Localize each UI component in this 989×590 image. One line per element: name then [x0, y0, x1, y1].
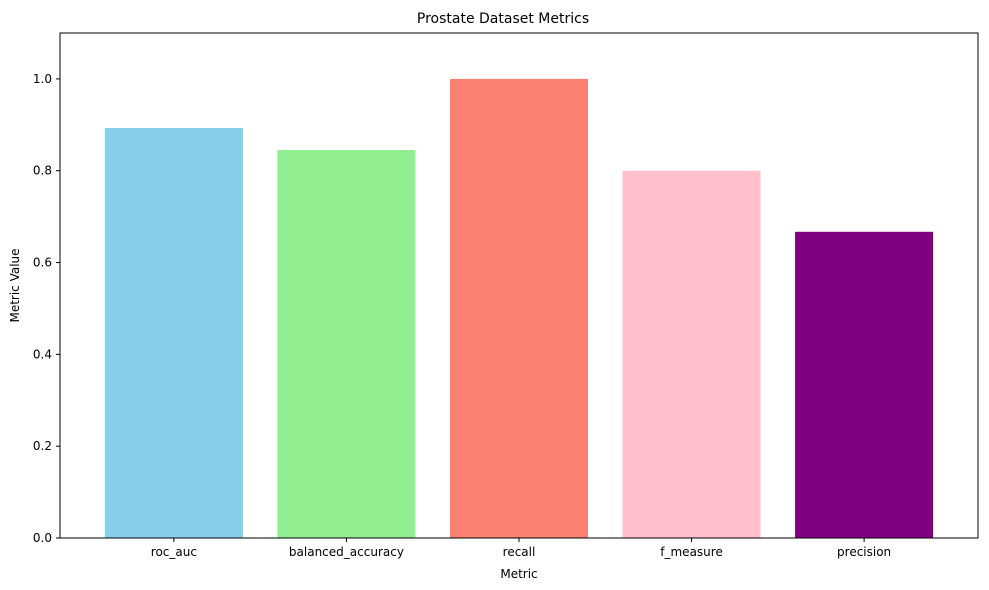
y-tick-label: 0.8 — [33, 164, 52, 178]
y-tick-label: 0.0 — [33, 531, 52, 545]
x-tick-label: recall — [503, 545, 536, 559]
x-tick-label: balanced_accuracy — [289, 545, 404, 559]
x-tick-label: precision — [837, 545, 891, 559]
bar-recall — [449, 78, 589, 538]
y-tick-label: 0.6 — [33, 256, 52, 270]
plot-frame — [59, 32, 979, 539]
bar-f-measure — [622, 170, 761, 538]
y-tick-label: 0.2 — [33, 439, 52, 453]
y-tick-label: 0.4 — [33, 347, 52, 361]
x-tick-label: roc_auc — [151, 545, 197, 559]
bars-group — [104, 78, 934, 539]
y-tick-label: 1.0 — [33, 72, 52, 86]
x-tick-label: f_measure — [660, 545, 723, 559]
bar-balanced-accuracy — [277, 150, 416, 538]
y-ticks-group: 0.0 0.2 0.4 0.6 0.8 1.0 — [33, 72, 60, 545]
bar-roc-auc — [104, 128, 243, 539]
y-axis-label: Metric Value — [8, 248, 22, 322]
x-ticks-group: roc_auc balanced_accuracy recall f_measure p… — [151, 538, 891, 559]
bar-precision — [795, 231, 934, 538]
chart-title: Prostate Dataset Metrics — [417, 11, 589, 27]
x-axis-label: Metric — [500, 567, 537, 581]
